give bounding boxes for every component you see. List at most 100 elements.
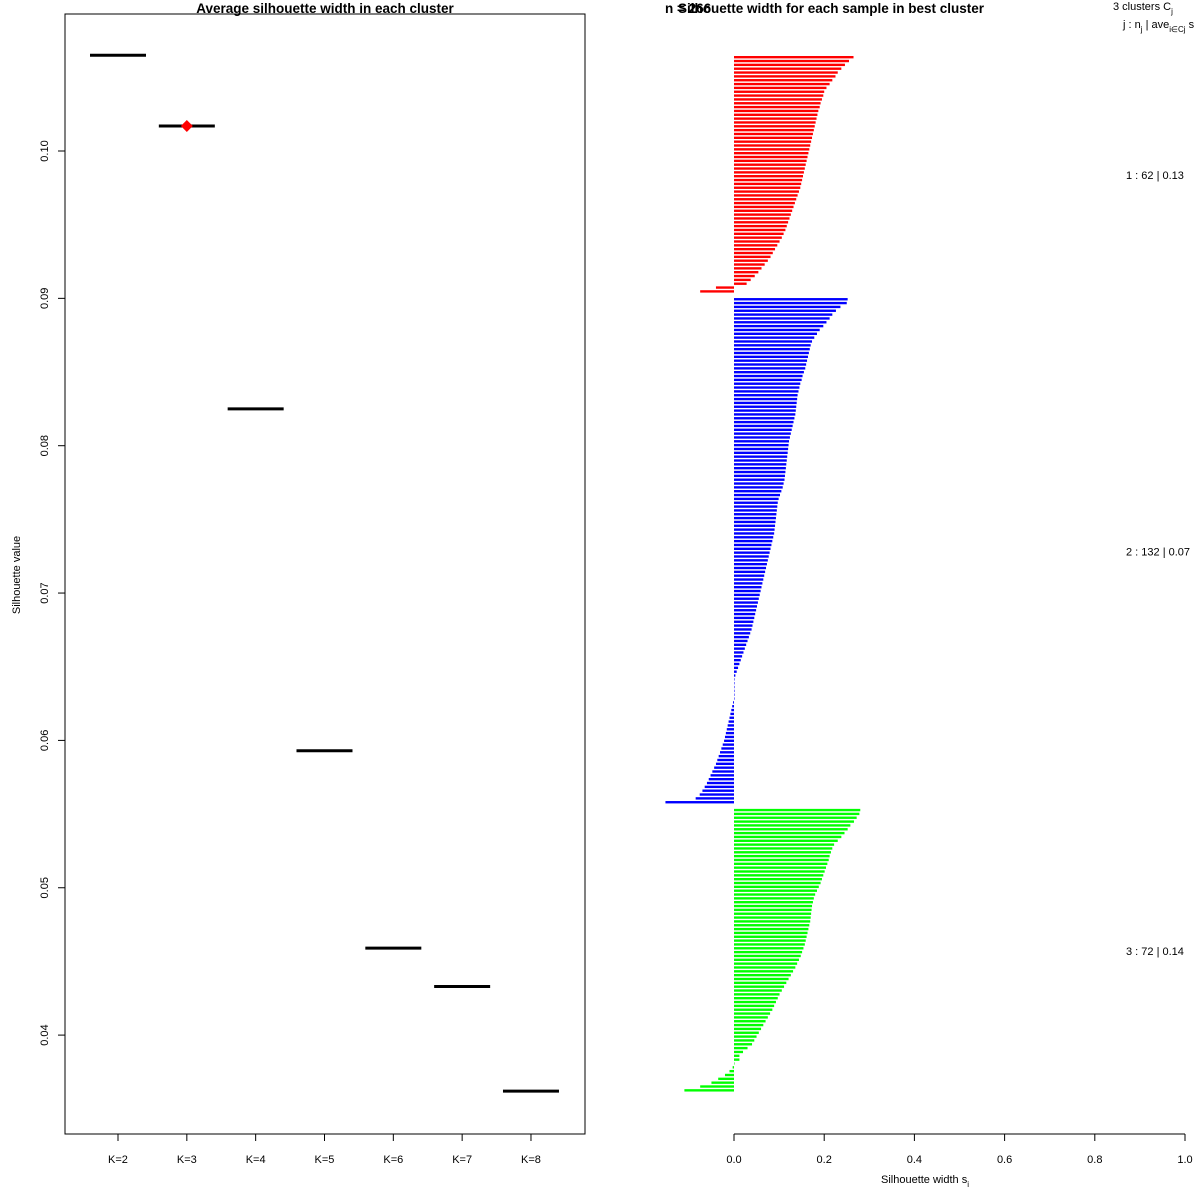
silhouette-bar [734,927,809,931]
silhouette-bar [734,893,816,896]
silhouette-bar [734,551,770,554]
right-x-axis-label: Silhouette width si [881,1174,969,1189]
silhouette-bar [734,543,772,547]
silhouette-bar [734,570,766,574]
left-y-tick-label: 0.07 [39,582,51,603]
silhouette-bar [734,351,809,355]
left-x-tick-label: K=3 [177,1154,197,1166]
silhouette-bar [734,624,753,627]
silhouette-bar [734,908,812,912]
silhouette-bar [699,793,734,796]
silhouette-bar [734,459,787,462]
silhouette-bar [734,221,789,224]
silhouette-bar [732,705,734,708]
silhouette-bar [734,1035,757,1038]
left-x-tick-label: K=6 [383,1154,403,1166]
silhouette-bar [726,728,734,731]
silhouette-bar [734,589,761,593]
silhouette-bar [684,1089,734,1092]
silhouette-bar [712,770,734,773]
silhouette-bar [734,71,838,74]
clusters-header-line1: 3 clusters Cj [1113,1,1173,16]
silhouette-bar [734,117,817,120]
silhouette-bar [734,455,788,458]
silhouette-bar [734,190,799,193]
silhouette-bar [734,171,804,174]
left-y-tick-label: 0.10 [39,140,51,161]
silhouette-bar [734,324,824,328]
silhouette-bar [734,977,789,981]
silhouette-bar [734,401,797,405]
silhouette-bar [706,781,734,785]
silhouette-bar [734,417,795,420]
silhouette-bar [731,708,734,712]
silhouette-bar [734,274,755,278]
silhouette-bar [734,578,764,581]
right-x-tick-label: 0.8 [1087,1154,1102,1166]
silhouette-bar [734,1000,776,1004]
silhouette-bar [734,317,830,320]
silhouette-bar [734,167,805,170]
silhouette-bar [734,828,848,831]
silhouette-bar [734,305,841,309]
silhouette-bar [734,1039,755,1042]
silhouette-bar [734,132,813,136]
silhouette-bar [734,105,820,109]
silhouette-bar [734,382,801,385]
silhouette-bar [734,217,790,220]
silhouette-bar [734,436,790,439]
silhouette-bar [695,797,734,800]
silhouette-bar [733,701,734,704]
silhouette-bar [734,159,807,163]
cluster-label: 3 : 72 | 0.14 [1126,946,1184,958]
silhouette-bar [710,774,734,777]
silhouette-bar [734,901,813,904]
silhouette-bar [734,321,827,324]
silhouette-bar [734,858,829,862]
silhouette-bar [734,355,808,359]
silhouette-bar [734,1050,744,1054]
left-y-axis-label: Silhouette value [11,536,23,614]
silhouette-bar [734,405,797,408]
avg-silhouette-panel: Average silhouette width in each cluster… [11,1,586,1166]
silhouette-bar [734,670,737,673]
silhouette-bar [734,854,830,858]
silhouette-bar [734,378,802,382]
silhouette-bars-panel: n = 266 Silhouette width for each sample… [665,1,1195,1189]
silhouette-bar [734,493,781,497]
silhouette-bar [734,259,768,262]
silhouette-bar [734,643,747,646]
silhouette-bar [734,82,830,86]
silhouette-bar [734,125,815,128]
silhouette-bar [734,63,845,67]
silhouette-bar [734,1020,766,1023]
silhouette-bar [734,862,828,866]
silhouette-bar [734,205,794,209]
silhouette-bar [665,801,734,804]
silhouette-bar [734,877,822,881]
silhouette-bar [734,328,820,332]
silhouette-bar [734,966,796,969]
silhouette-bar [734,1016,768,1019]
silhouette-bar [734,466,786,470]
silhouette-bar [734,632,751,635]
left-y-tick-label: 0.05 [39,877,51,898]
silhouette-bar [734,232,784,235]
silhouette-bar [734,251,773,255]
silhouette-bar [734,240,780,243]
silhouette-bar [734,528,775,531]
silhouette-bar [734,497,779,501]
silhouette-bar [734,140,812,143]
left-y-tick-label: 0.09 [39,288,51,309]
silhouette-bar [734,255,771,259]
silhouette-bar [734,447,789,451]
silhouette-bar [734,897,814,900]
silhouette-bar [718,1077,734,1081]
silhouette-bar [734,586,762,589]
silhouette-bar [734,993,780,996]
silhouette-bar [734,1046,748,1050]
silhouette-bar [734,620,754,623]
left-x-tick-label: K=5 [315,1154,335,1166]
silhouette-bar [734,874,824,877]
